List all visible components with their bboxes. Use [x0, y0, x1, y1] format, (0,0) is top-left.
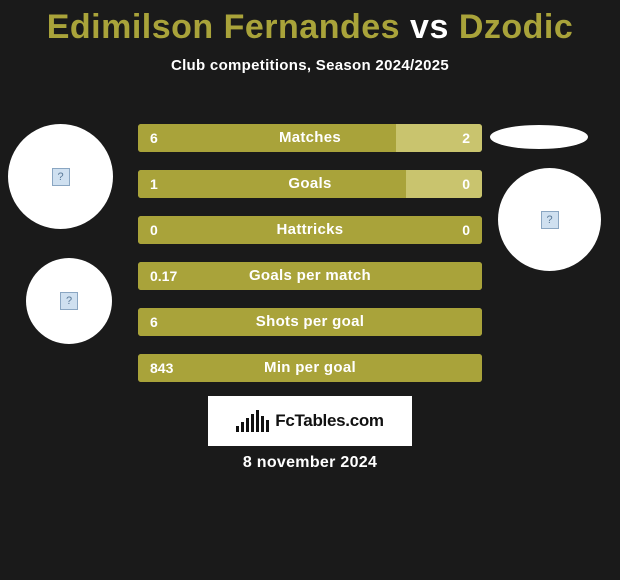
stat-row: Shots per goal6 [138, 308, 482, 336]
stat-label: Goals per match [138, 262, 482, 290]
logo-text: FcTables.com [275, 411, 384, 431]
date-label: 8 november 2024 [0, 454, 620, 472]
stat-value-left: 0.17 [150, 262, 177, 290]
stat-label: Shots per goal [138, 308, 482, 336]
player2-avatar [490, 125, 588, 149]
stat-label: Hattricks [138, 216, 482, 244]
player1-avatar [26, 258, 112, 344]
stat-value-right: 0 [462, 216, 470, 244]
stat-value-left: 0 [150, 216, 158, 244]
stat-row: Min per goal843 [138, 354, 482, 382]
placeholder-icon [60, 292, 78, 310]
stat-row: Matches6 2 [138, 124, 482, 152]
vs-text: vs [410, 8, 449, 46]
logo-bars-icon [236, 410, 269, 432]
stat-label: Min per goal [138, 354, 482, 382]
stat-value-left: 843 [150, 354, 173, 382]
stat-value-right: 0 [462, 170, 470, 198]
player1-avatar [8, 124, 113, 229]
fctables-logo: FcTables.com [208, 396, 412, 446]
player2-avatar [498, 168, 601, 271]
stat-row: Hattricks0 0 [138, 216, 482, 244]
stat-bars: Matches62Goals10Hattricks00Goals per mat… [138, 124, 482, 400]
stat-row: Goals1 0 [138, 170, 482, 198]
stat-value-right: 2 [462, 124, 470, 152]
stat-value-left: 6 [150, 308, 158, 336]
stat-value-left: 1 [150, 170, 158, 198]
placeholder-icon [541, 211, 559, 229]
comparison-title: Edimilson Fernandes vs Dzodic [0, 0, 620, 47]
stat-value-left: 6 [150, 124, 158, 152]
subtitle: Club competitions, Season 2024/2025 [0, 57, 620, 74]
stat-label: Matches [138, 124, 482, 152]
player1-name: Edimilson Fernandes [47, 8, 400, 46]
stat-label: Goals [138, 170, 482, 198]
stat-row: Goals per match0.17 [138, 262, 482, 290]
player2-name: Dzodic [459, 8, 573, 46]
placeholder-icon [52, 168, 70, 186]
